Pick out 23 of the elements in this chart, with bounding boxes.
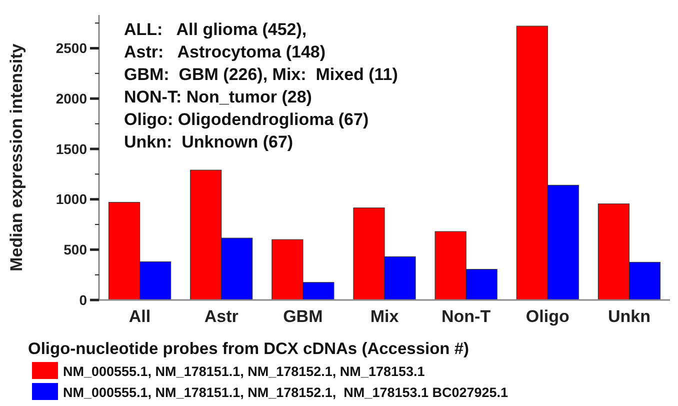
y-tick-label: 2500 <box>56 40 88 56</box>
x-tick-label: Unkn <box>608 307 650 326</box>
annotation: GBM: GBM (226), Mix: Mixed (11) <box>124 65 398 84</box>
annotation: Astr: Astrocytoma (148) <box>124 42 326 62</box>
x-tick-label: Oligo <box>526 307 570 326</box>
y-tick-label: 0 <box>79 292 88 308</box>
x-tick-label: All <box>128 307 151 326</box>
x-tick-label: Mix <box>370 307 400 326</box>
y-tick-label: 500 <box>64 242 88 258</box>
y-tick-label: 1500 <box>56 140 88 157</box>
annotation: Oligo: Oligodendroglioma (67) <box>124 110 369 129</box>
annotation: Unkn: Unknown (67) <box>124 132 294 152</box>
y-tick-label: 1000 <box>56 191 88 208</box>
annotation: NON-T: Non_tumor (28) <box>124 88 312 106</box>
y-axis-title: Median expression intensity <box>7 43 26 272</box>
x-tick-label: GBM <box>283 307 323 326</box>
x-tick-label: Astr <box>204 307 239 326</box>
legend-label: NM_000555.1, NM_178151.1, NM_178152.1, NM_178153.1 BC027925.1 <box>63 385 509 400</box>
y-tick-label: 2000 <box>56 90 88 106</box>
x-tick-label: Non-T <box>442 307 492 326</box>
annotation: ALL: All glioma (452), <box>124 20 307 39</box>
legend-title: Oligo-nucleotide probes from DCX cDNAs (Accession #) <box>28 340 469 358</box>
legend-label: NM_000555.1, NM_178151.1, NM_178152.1, NM_178153.1 <box>63 364 426 379</box>
